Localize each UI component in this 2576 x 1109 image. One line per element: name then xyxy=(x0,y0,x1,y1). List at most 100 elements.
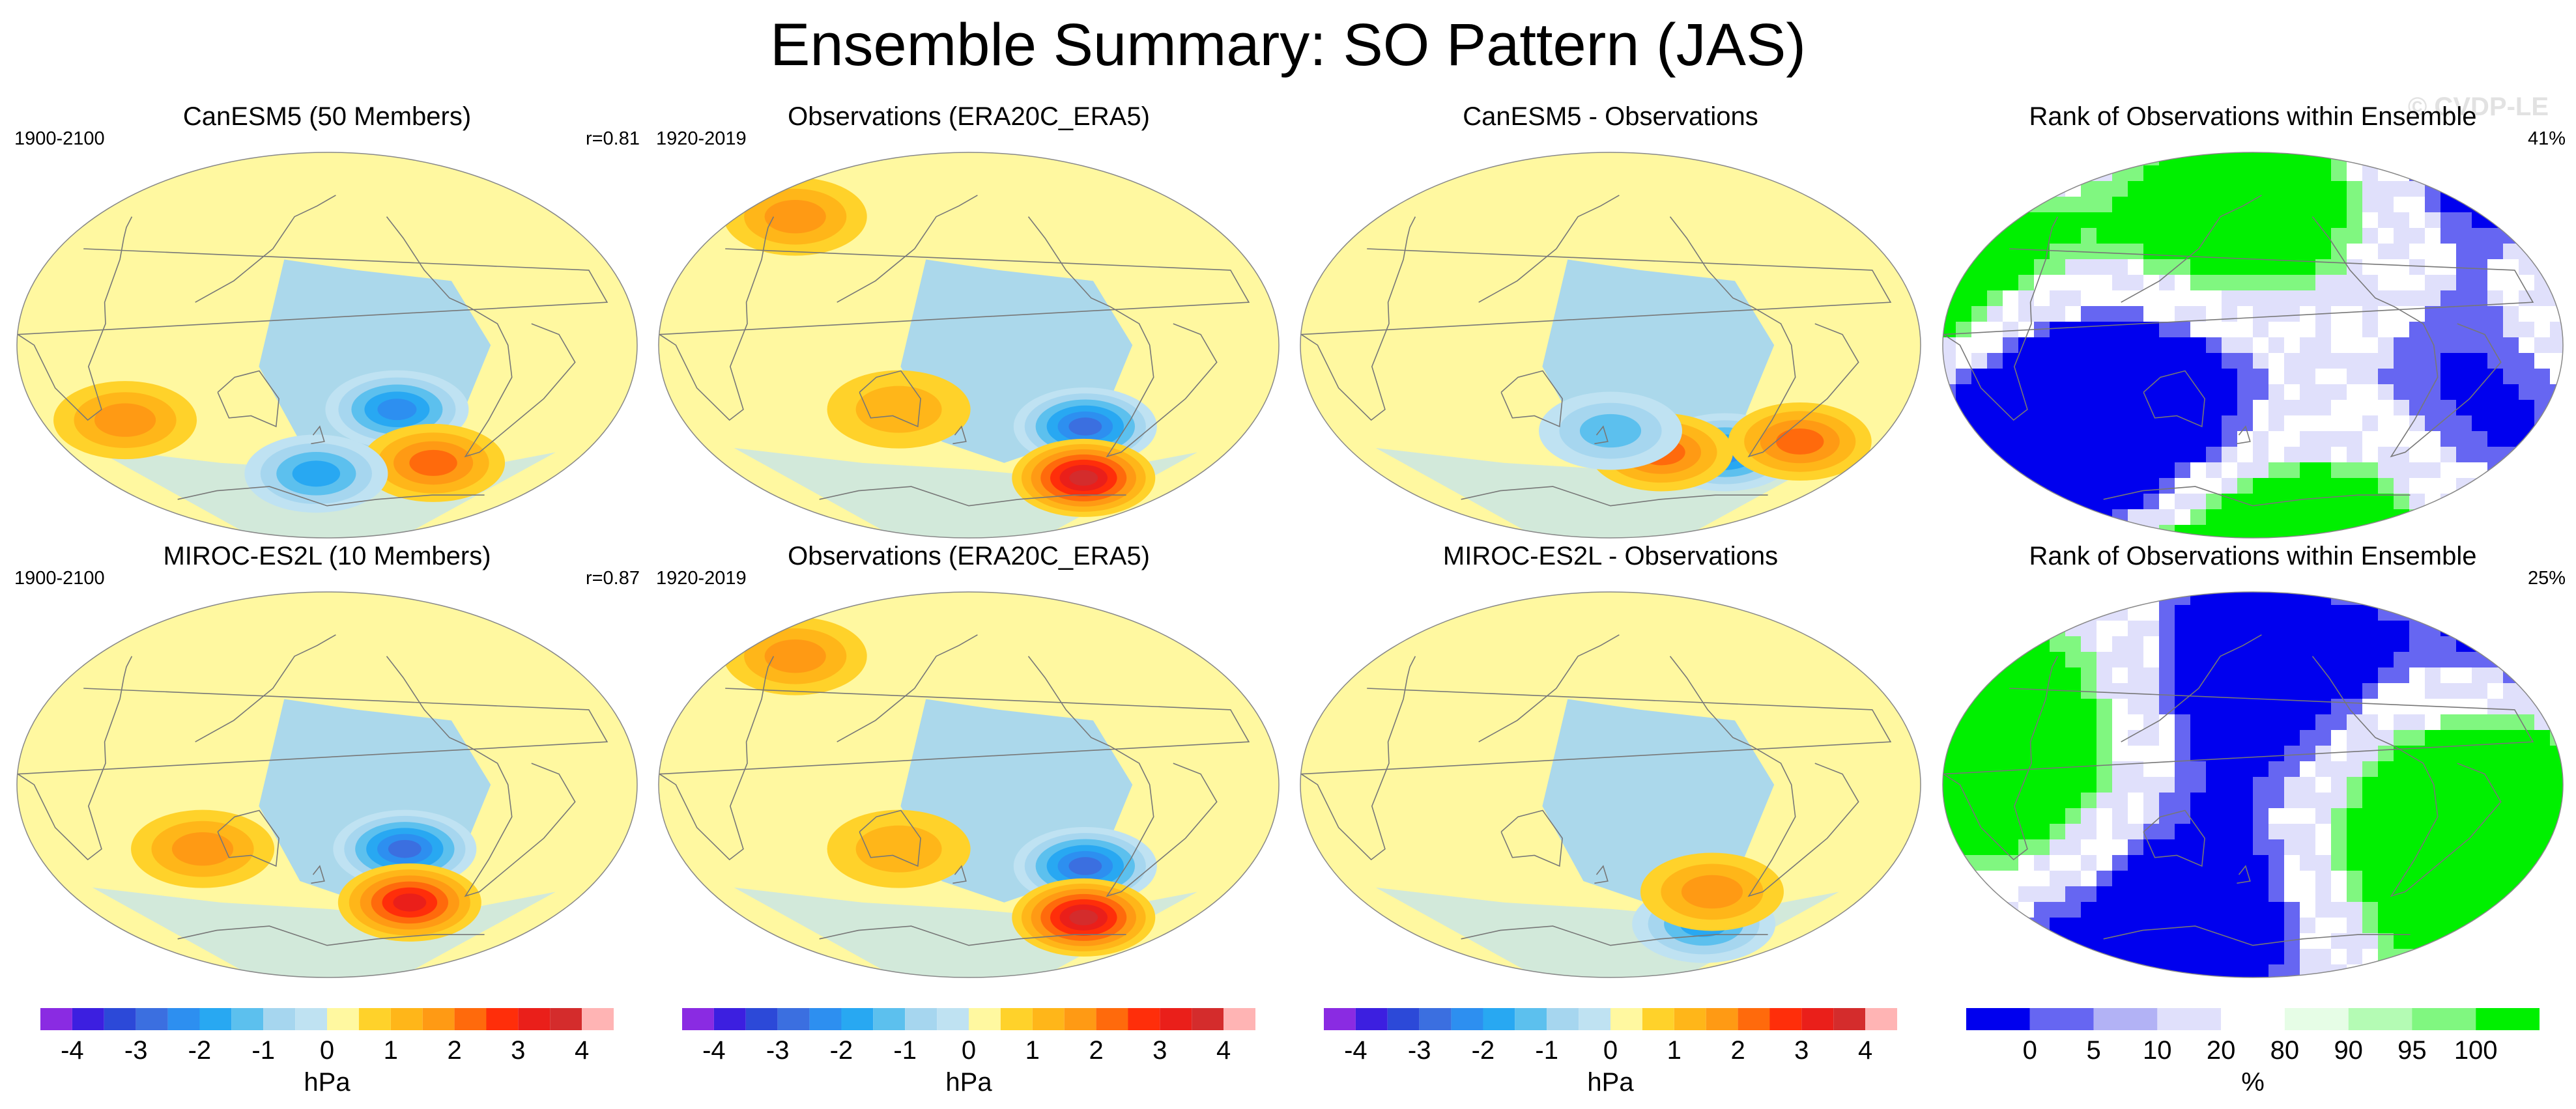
rank-cell xyxy=(2253,152,2268,165)
rank-cell xyxy=(2503,621,2519,636)
rank-cell xyxy=(2097,777,2112,793)
rank-cell xyxy=(2503,525,2519,538)
rank-cell xyxy=(2503,605,2519,621)
rank-cell xyxy=(1971,699,1987,714)
rank-cell xyxy=(2534,322,2550,337)
rank-cell xyxy=(2206,384,2222,400)
rank-cell xyxy=(2253,949,2268,964)
rank-cell xyxy=(2222,902,2237,918)
rank-cell xyxy=(2519,384,2534,400)
rank-cell xyxy=(2034,964,2050,977)
rank-cell xyxy=(2081,337,2097,353)
rank-cell xyxy=(2268,462,2284,478)
rank-cell xyxy=(2128,886,2143,902)
rank-cell xyxy=(2331,275,2347,290)
rank-cell xyxy=(2503,244,2519,259)
rank-cell xyxy=(2128,212,2143,228)
rank-cell xyxy=(2487,777,2503,793)
rank-cell xyxy=(2456,605,2472,621)
rank-cell xyxy=(2550,699,2563,714)
rank-cell xyxy=(2425,337,2440,353)
rank-cell xyxy=(2081,369,2097,384)
colorbar-swatch xyxy=(1579,1008,1610,1030)
rank-cell xyxy=(2050,494,2065,509)
map-field xyxy=(1300,592,1921,977)
rank-cell xyxy=(2284,306,2300,322)
rank-cell xyxy=(1956,275,1971,290)
rank-cell xyxy=(2222,793,2237,808)
rank-cell xyxy=(2378,714,2394,730)
rank-cell xyxy=(1987,384,2003,400)
rank-cell xyxy=(2050,652,2065,667)
rank-cell xyxy=(2378,621,2394,636)
rank-cell xyxy=(2143,369,2159,384)
coastline-0 xyxy=(837,195,978,303)
rank-cell xyxy=(1987,839,2003,855)
rank-cell xyxy=(2440,400,2456,415)
colorbar-swatch xyxy=(72,1008,104,1030)
coastline-3 xyxy=(1943,656,2534,861)
rank-cell xyxy=(2206,592,2222,605)
rank-cell xyxy=(2362,667,2378,683)
rank-cell xyxy=(2284,165,2300,181)
rank-cell xyxy=(2253,337,2268,353)
anomaly-contour xyxy=(764,199,826,234)
rank-cell xyxy=(2315,322,2331,337)
rank-cell xyxy=(2378,683,2394,699)
rank-cell xyxy=(2519,181,2534,197)
rank-cell xyxy=(2440,652,2456,667)
rank-cell xyxy=(2378,384,2394,400)
rank-cell xyxy=(2018,369,2034,384)
rank-cell xyxy=(2097,839,2112,855)
rank-cell xyxy=(2175,793,2190,808)
rank-cell xyxy=(2065,621,2081,636)
rank-cell xyxy=(2362,244,2378,259)
stat-label-r1c1: r=0.81 xyxy=(585,128,640,149)
rank-cell xyxy=(2394,839,2409,855)
coastline-2 xyxy=(1669,656,1859,897)
rank-cell xyxy=(2378,964,2394,977)
rank-cell xyxy=(2128,730,2143,746)
rank-cell xyxy=(2112,525,2128,538)
rank-cell xyxy=(2472,652,2487,667)
rank-cell xyxy=(2003,478,2018,494)
rank-cell xyxy=(2550,855,2563,871)
rank-cell xyxy=(2409,509,2425,525)
rank-cell xyxy=(2034,746,2050,761)
rank-cell xyxy=(1987,462,2003,478)
rank-cell xyxy=(2284,839,2300,855)
rank-cell xyxy=(2534,431,2550,447)
rank-cell xyxy=(2425,808,2440,824)
southern-band xyxy=(92,887,556,977)
map-field xyxy=(1300,152,1921,538)
rank-cell xyxy=(2253,699,2268,714)
colorbar-swatch xyxy=(713,1008,746,1030)
rank-cell xyxy=(2394,181,2409,197)
rank-cell xyxy=(2253,212,2268,228)
rank-cell xyxy=(2440,761,2456,777)
rank-cell xyxy=(1987,353,2003,369)
rank-cell xyxy=(2472,181,2487,197)
rank-cell xyxy=(2112,730,2128,746)
rank-cell xyxy=(2206,165,2222,181)
rank-cell xyxy=(2253,746,2268,761)
colorbar-tick-label: -2 xyxy=(188,1036,212,1065)
rank-cell xyxy=(2284,197,2300,212)
colorbar-swatch xyxy=(905,1008,937,1030)
rank-cell xyxy=(2065,886,2081,902)
rank-cell xyxy=(2472,400,2487,415)
rank-cell xyxy=(2300,652,2315,667)
rank-cell xyxy=(2097,918,2112,933)
colorbar-unit-cb2: hPa xyxy=(945,1068,992,1097)
rank-cell xyxy=(2050,886,2065,902)
rank-cell xyxy=(2081,918,2097,933)
rank-cell xyxy=(2300,165,2315,181)
rank-cell xyxy=(2456,621,2472,636)
coastline-2 xyxy=(2311,216,2502,458)
rank-cell xyxy=(2534,839,2550,855)
rank-cell xyxy=(2550,949,2563,964)
coastline-5 xyxy=(952,865,967,884)
rank-cell xyxy=(1956,494,1971,509)
rank-cell xyxy=(2331,509,2347,525)
rank-cell xyxy=(2550,462,2563,478)
